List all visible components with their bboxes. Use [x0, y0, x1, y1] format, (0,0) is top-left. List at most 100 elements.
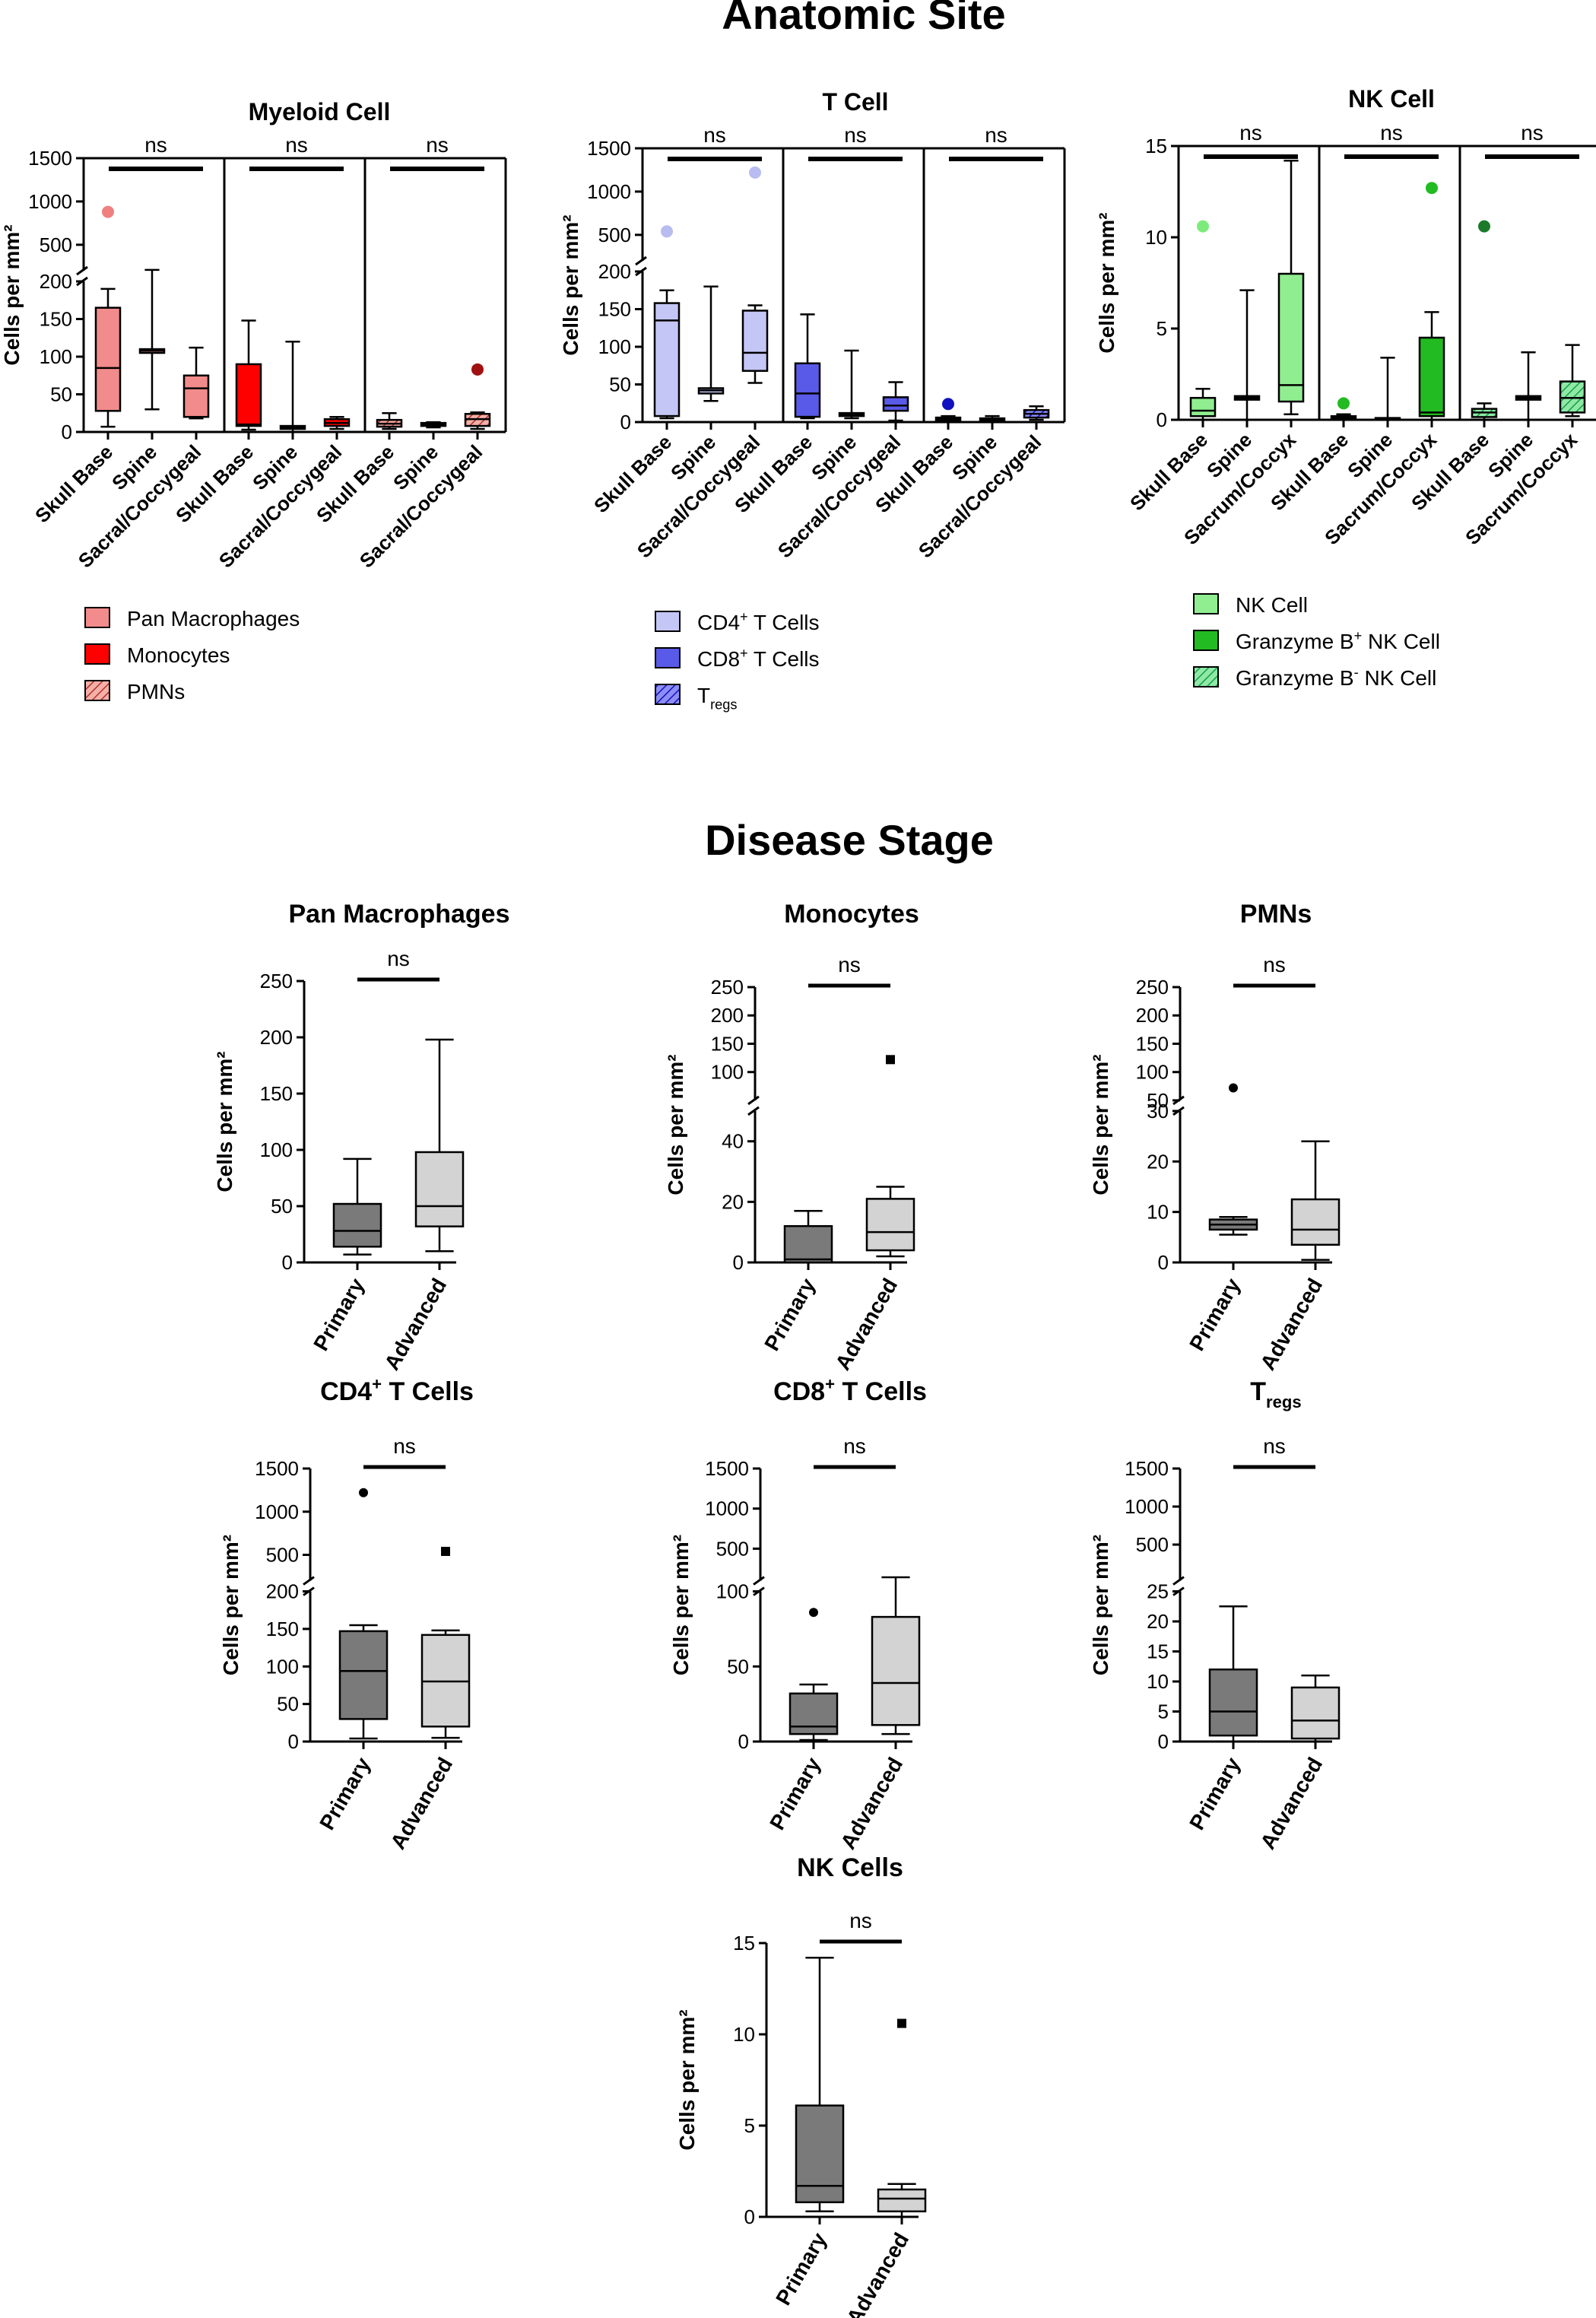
axis-ytick-label: 100: [260, 1138, 293, 1161]
box-2-0-outlier: [942, 398, 954, 411]
chart-title: Monocytes: [784, 900, 919, 929]
axis-ytick-label: 1500: [255, 1457, 299, 1480]
legend-label: Pan Macrophages: [127, 607, 300, 630]
legend-label: CD8+ T Cells: [697, 646, 820, 671]
x-tick-label: Advanced: [1255, 1275, 1327, 1374]
axis-ytick-label: 250: [1136, 976, 1169, 999]
axis-ytick-label: 25: [1147, 1580, 1169, 1603]
chart-pan-macrophages: Pan Macrophages 0 50 100 150 200 250 Cells per …: [213, 900, 509, 1374]
axis-ytick-label: 150: [260, 1082, 293, 1105]
axis-ytick-label: 250: [711, 976, 744, 999]
x-tick-label: Advanced: [386, 1754, 457, 1853]
axis-ytick-label: 30: [1147, 1100, 1169, 1122]
significance-label: ns: [285, 133, 308, 157]
x-tick-label: Primary: [1185, 1753, 1245, 1834]
section-title-anatomic-site: Anatomic Site: [722, 0, 1005, 38]
legend-label-rest: NK Cell: [1362, 630, 1440, 653]
x-tick-label: Advanced: [836, 1754, 907, 1853]
x-tick-label: Advanced: [379, 1275, 451, 1374]
legend-label-main: NK Cell: [1236, 593, 1308, 617]
box-0-box: [332, 1202, 382, 1248]
chart-title-main: CD8: [773, 1377, 825, 1406]
box-1-0-outlier: [1337, 397, 1350, 410]
legend-label-sup: +: [1354, 628, 1363, 643]
box-0-outlier: [809, 1608, 818, 1618]
box-0-0-outlier: [1197, 220, 1209, 233]
x-tick-label: Advanced: [1255, 1754, 1327, 1853]
axis-axis-break: [747, 1095, 760, 1106]
chart-cd4-t-cells: CD4+ T Cells 0 50 100 150 200 500 1000 1500 Cells…: [219, 1374, 474, 1853]
box-1-0-box: [235, 363, 262, 427]
axis-ytick-label: 10: [733, 2023, 755, 2046]
axis-axis-break: [753, 1576, 765, 1586]
axis-ytick-label: 10: [1147, 1670, 1169, 1693]
axis-ytick-label: 1000: [587, 180, 631, 203]
box-1-outlier: [897, 2018, 906, 2028]
box-0-0-outlier: [661, 225, 673, 238]
legend-label-sup: +: [740, 646, 748, 661]
legend-label-rest: T Cells: [748, 647, 820, 671]
legend-label-sup: +: [740, 609, 748, 624]
axis-ytick-label: 20: [1147, 1150, 1169, 1173]
axis-ytick-label: 50: [271, 1195, 293, 1218]
box-2-2-outlier: [471, 363, 484, 376]
box-0-2-box: [1277, 272, 1305, 403]
legend-swatch: [655, 684, 681, 705]
x-tick-label: Primary: [309, 1274, 369, 1354]
axis-ytick-label: 0: [62, 421, 72, 443]
chart-myeloid-cell: Myeloid Cell 0 50 100 150 200 500 1000 1500 Cells…: [0, 98, 507, 703]
x-tick-label: Skull Base: [589, 430, 676, 517]
chart-title-sub: regs: [1266, 1392, 1302, 1411]
axis-ytick-label: 0: [282, 1251, 293, 1274]
axis-ytick-label: 0: [1158, 1730, 1169, 1753]
x-tick-label: Primary: [760, 1274, 820, 1354]
box-0-box: [338, 1630, 389, 1720]
box-0-0-box: [94, 306, 122, 412]
legend-swatch: [655, 647, 681, 668]
axis-ytick-label: 40: [722, 1130, 744, 1153]
y-axis-label: Cells per mm²: [559, 214, 582, 355]
y-axis-label: Cells per mm²: [664, 1054, 687, 1195]
axis-ytick-label: 5: [1158, 1700, 1169, 1723]
chart-cd8-t-cells: CD8+ T Cells 0 50 100 500 1000 1500 Cells per m…: [669, 1374, 927, 1853]
axis-ytick-label: 1500: [1125, 1457, 1169, 1480]
axis-ytick-label: 0: [744, 2205, 755, 2228]
axis-ytick-label: 10: [1145, 226, 1167, 249]
axis-ytick-label: 250: [260, 970, 293, 992]
legend-label-sup: -: [1354, 665, 1359, 680]
axis-ytick-label: 0: [733, 1251, 744, 1274]
significance-label: ns: [1239, 121, 1262, 144]
box-1-0-box: [794, 362, 821, 418]
significance-label: ns: [985, 123, 1007, 147]
chart-title: Myeloid Cell: [249, 98, 391, 125]
axis-ytick-label: 200: [1136, 1004, 1169, 1027]
axis-axis-break: [635, 256, 647, 266]
x-tick-label: Advanced: [830, 1275, 902, 1374]
axis-ytick-label: 100: [711, 1061, 744, 1084]
chart-title: Tregs: [1250, 1377, 1301, 1411]
y-axis-label: Cells per mm²: [213, 1051, 236, 1192]
box-0-2-outlier: [749, 166, 761, 179]
legend-label-rest: T Cells: [748, 611, 820, 634]
x-tick-label: Primary: [771, 2228, 831, 2309]
legend-label: Granzyme B- NK Cell: [1236, 665, 1436, 690]
box-1-2-box: [1418, 336, 1445, 418]
legend-swatch: [84, 643, 110, 665]
significance-label: ns: [844, 123, 867, 147]
axis-ytick-label: 50: [727, 1655, 749, 1678]
axis-ytick-label: 1500: [587, 137, 631, 160]
x-tick-label: Skull Base: [30, 440, 117, 527]
box-1-outlier: [441, 1546, 450, 1556]
x-tick-label: Advanced: [842, 2229, 913, 2318]
axis-ytick-label: 20: [1147, 1610, 1169, 1633]
legend-label-main: Granzyme B: [1236, 630, 1354, 653]
box-0-0-box: [1189, 396, 1217, 418]
x-tick-label: Primary: [315, 1753, 375, 1834]
chart-t-cell: T Cell 0 50 100 150 200 500 1000 1500 Cells per m…: [559, 88, 1066, 712]
axis-axis-break: [303, 1576, 315, 1586]
axis-ytick-label: 200: [598, 260, 631, 283]
legend-swatch: [655, 611, 681, 632]
axis-ytick-label: 200: [711, 1004, 744, 1027]
box-1-2-outlier: [1426, 182, 1438, 195]
